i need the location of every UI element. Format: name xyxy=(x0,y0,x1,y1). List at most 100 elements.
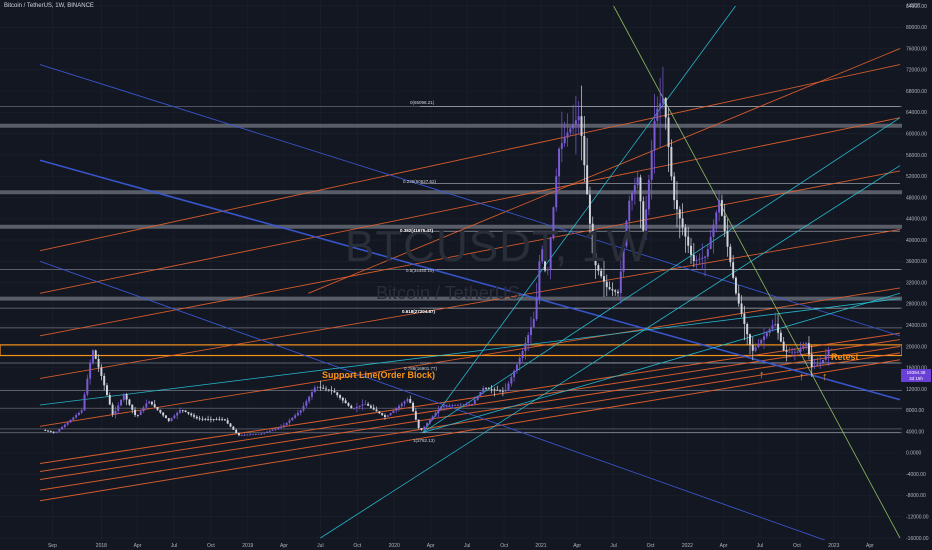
candle-body xyxy=(383,415,386,417)
y-tick-label: 28000.00 xyxy=(906,302,927,308)
x-tick-label: 2021 xyxy=(535,543,546,549)
candle-body xyxy=(645,209,648,231)
candle-body xyxy=(381,413,384,416)
candle-body xyxy=(597,265,600,271)
candle-body xyxy=(215,419,218,420)
candle-body xyxy=(120,399,123,406)
candle-body xyxy=(403,401,406,404)
candle-body xyxy=(260,433,263,435)
x-tick-label: Jul xyxy=(757,543,763,549)
candle-body xyxy=(768,329,771,333)
x-axis[interactable]: Sep 2018 Apr Jul Oct 2019 Apr Jul Oct 2020 Apr Jul O… xyxy=(0,540,932,550)
candle-body xyxy=(389,412,392,416)
y-axis[interactable]: 84000.00 80000.00 76000.00 72000.00 68000.00… xyxy=(902,0,932,550)
candle-body xyxy=(364,403,367,405)
candle-body xyxy=(771,325,774,330)
x-tick-label: Apr xyxy=(134,543,142,549)
candle-body xyxy=(232,426,235,430)
candle-body xyxy=(532,319,535,328)
candle-body xyxy=(181,410,184,411)
y-tick-label: -12000.00 xyxy=(906,515,929,521)
candle-body xyxy=(692,254,695,262)
candle-body xyxy=(569,128,572,133)
support-line-annotation: Support Line(Order Block) xyxy=(322,370,436,380)
candle-body xyxy=(729,246,732,263)
candle-body xyxy=(796,351,799,353)
candle-body xyxy=(468,404,471,405)
candle-body xyxy=(412,402,415,412)
candle-body xyxy=(125,394,128,400)
candle-body xyxy=(428,419,431,424)
candle-body xyxy=(204,418,207,420)
trendline xyxy=(39,352,901,491)
y-tick-label: 40000.00 xyxy=(906,238,927,244)
candle-body xyxy=(611,289,614,291)
candle-body xyxy=(518,358,521,365)
y-tick-label: -4000.00 xyxy=(906,472,926,478)
y-tick-label: 64000.00 xyxy=(906,110,927,116)
candle-body xyxy=(687,236,690,246)
fib-label-0786: 0.786(16901.77) xyxy=(404,366,438,371)
candle-body xyxy=(339,395,342,398)
candle-body xyxy=(167,418,170,421)
up-arrow-icon: ↑ xyxy=(822,371,828,383)
candle-body xyxy=(583,135,586,166)
candle-body xyxy=(237,433,240,436)
candle-body xyxy=(257,433,260,435)
x-tick-label: Apr xyxy=(573,543,581,549)
candle-body xyxy=(527,335,530,344)
x-tick-label: Jul xyxy=(171,543,177,549)
candle-body xyxy=(66,422,69,425)
candle-body xyxy=(229,423,232,427)
trendline xyxy=(422,292,901,434)
candle-body xyxy=(268,430,271,432)
candle-body xyxy=(406,399,409,402)
candle-body xyxy=(52,431,55,433)
candle-body xyxy=(128,399,131,405)
candle-body xyxy=(538,261,541,299)
candle-body xyxy=(291,417,294,421)
candle-body xyxy=(810,354,813,367)
candle-body xyxy=(748,334,751,345)
candle-body xyxy=(777,323,780,333)
candle-body xyxy=(718,200,721,213)
candle-body xyxy=(423,426,426,430)
candle-body xyxy=(476,395,479,400)
candle-body xyxy=(681,218,684,228)
x-tick-label: Oct xyxy=(207,543,215,549)
trendline xyxy=(39,159,901,401)
candle-body xyxy=(353,408,356,410)
candle-body xyxy=(437,409,440,414)
x-tick-label: Apr xyxy=(866,543,874,549)
trendline xyxy=(320,165,901,539)
candle-body xyxy=(103,375,106,386)
candle-body xyxy=(327,389,330,391)
candle-body xyxy=(659,103,662,109)
candle-body xyxy=(414,411,417,420)
candle-body xyxy=(139,411,142,416)
y-tick-label: 56000.00 xyxy=(906,153,927,159)
candle-body xyxy=(588,194,591,224)
candle-body xyxy=(813,365,816,367)
candle-body xyxy=(720,200,723,216)
candle-body xyxy=(653,120,656,151)
candle-body xyxy=(285,422,288,426)
candle-body xyxy=(179,410,181,413)
candle-body xyxy=(398,406,400,409)
candle-body xyxy=(726,231,729,247)
candle-body xyxy=(465,404,468,406)
candle-body xyxy=(723,215,726,232)
trendline xyxy=(422,5,736,433)
candle-body xyxy=(690,245,692,255)
x-tick-label: Oct xyxy=(500,543,508,549)
trendline xyxy=(308,48,901,294)
candle-body xyxy=(263,432,266,434)
candle-body xyxy=(417,419,420,429)
trendline xyxy=(422,117,901,433)
candle-body xyxy=(549,238,552,270)
candle-body xyxy=(577,116,580,121)
candle-body xyxy=(100,367,103,376)
candle-body xyxy=(807,343,810,355)
candle-body xyxy=(572,124,575,129)
